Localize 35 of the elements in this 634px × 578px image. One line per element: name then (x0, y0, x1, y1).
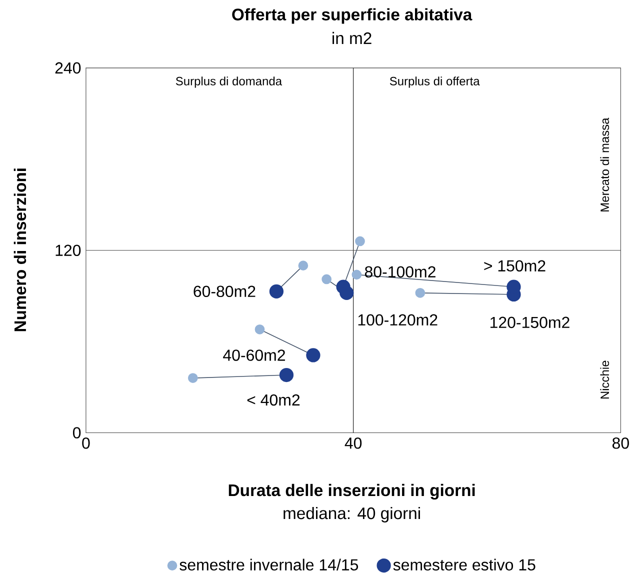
y-axis-title: Numero di inserzioni (14, 168, 26, 332)
point (269, 284, 284, 299)
x-tick-label: 40 (344, 438, 362, 449)
point (415, 288, 426, 298)
text: mediana: 40 giorni (284, 507, 420, 523)
point (352, 270, 362, 280)
point (306, 348, 320, 362)
legend-label: semestere estivo 15 (393, 558, 536, 571)
annotation: Surplus di domanda (176, 76, 282, 88)
chart-title: Offerta per superficie abitativa (232, 8, 472, 24)
annotation: < 40m2 (247, 394, 300, 406)
annotation: 60-80m2 (194, 286, 256, 298)
annotation: 40-60m2 (223, 350, 285, 362)
y-tick-label: 120 (56, 244, 81, 256)
annotation: Mercato di massa (600, 118, 610, 212)
point (279, 368, 294, 382)
y-tick-label: 0 (72, 427, 81, 439)
point (340, 286, 354, 300)
legend-label: semestre invernale 14/15 (180, 558, 358, 571)
y-tick-label: 240 (55, 62, 81, 74)
chart-subtitle: in m2 (332, 32, 372, 44)
point (355, 236, 365, 246)
point (298, 260, 308, 271)
annotation: Surplus di offerta (390, 76, 480, 88)
x-axis-title: Durata delle inserzioni in giorni (228, 484, 475, 500)
x-tick-label: 80 (612, 438, 629, 449)
point (188, 373, 198, 384)
point (254, 324, 265, 334)
point (322, 274, 332, 284)
annotation: 100-120m2 (358, 314, 438, 326)
annotation: 120-150m2 (490, 316, 570, 328)
annotation: Nicchie (600, 360, 610, 399)
annotation: > 150m2 (484, 260, 546, 272)
x-tick-label: 0 (82, 438, 90, 449)
annotation: 80-100m2 (364, 266, 436, 278)
